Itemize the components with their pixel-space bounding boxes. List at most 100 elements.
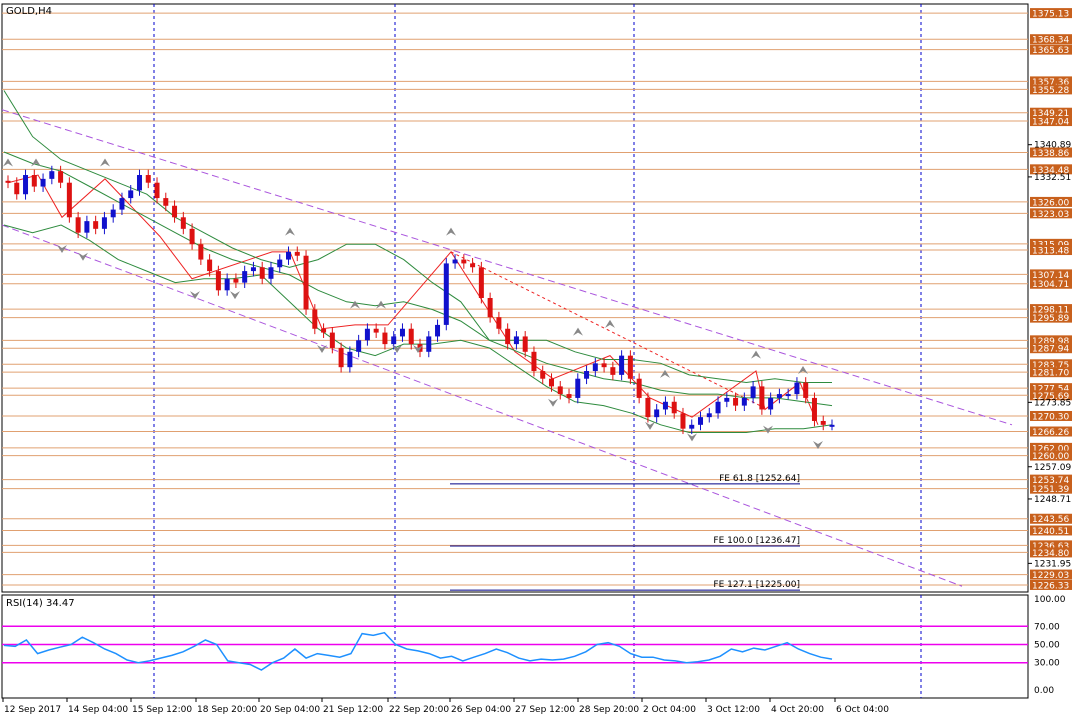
level-label: 1226.33 xyxy=(1032,581,1069,591)
candle-body xyxy=(733,397,739,406)
level-label-bg xyxy=(1030,164,1072,175)
level-label-bg xyxy=(1030,304,1072,315)
time-axis-label: 18 Sep 20:00 xyxy=(197,705,257,715)
candle-body xyxy=(136,175,142,191)
candle-body xyxy=(364,328,370,341)
level-label: 1243.56 xyxy=(1032,515,1069,525)
fractal-up-marker xyxy=(3,158,13,167)
candle-body xyxy=(303,255,309,310)
fractal-down-marker xyxy=(813,441,823,450)
candle-body xyxy=(557,386,563,395)
level-label-bg xyxy=(1030,84,1072,95)
level-label: 1270.30 xyxy=(1032,412,1069,422)
time-axis-label: 14 Sep 04:00 xyxy=(68,705,128,715)
candle-body xyxy=(478,267,484,298)
candle-body xyxy=(487,298,493,318)
time-axis-label: 21 Sep 12:00 xyxy=(323,705,383,715)
candle-body xyxy=(592,363,598,372)
level-label: 1375.13 xyxy=(1032,10,1069,20)
candle-body xyxy=(443,263,449,325)
level-label-bg xyxy=(1030,426,1072,437)
candle-body xyxy=(145,175,151,183)
fractal-up-marker xyxy=(573,327,583,336)
level-label: 1347.04 xyxy=(1032,118,1069,128)
level-label-bg xyxy=(1030,335,1072,346)
candle-body xyxy=(75,217,81,233)
fractal-up-marker xyxy=(100,158,110,167)
level-label-bg xyxy=(1030,343,1072,354)
candle-body xyxy=(680,413,686,429)
candle-body xyxy=(654,409,660,418)
fractal-up-marker xyxy=(350,300,360,309)
level-label: 1298.11 xyxy=(1032,306,1069,316)
candle-body xyxy=(811,397,817,421)
candle-body xyxy=(610,367,616,375)
candle-body xyxy=(224,278,230,291)
level-label-bg xyxy=(1030,450,1072,461)
candle-body xyxy=(461,259,467,264)
level-label-bg xyxy=(1030,34,1072,45)
candle-body xyxy=(31,175,37,187)
level-label-bg xyxy=(1030,107,1072,118)
level-label: 1295.89 xyxy=(1032,314,1069,324)
candle-body xyxy=(724,397,730,402)
level-label: 1253.74 xyxy=(1032,476,1069,486)
candle-body xyxy=(584,371,590,379)
candle-body xyxy=(128,190,134,199)
candle-body xyxy=(347,351,353,368)
level-label-bg xyxy=(1030,383,1072,394)
fractal-down-marker xyxy=(413,344,423,353)
candle-body xyxy=(531,351,537,372)
bollinger-lower-band xyxy=(3,224,833,433)
candle-body xyxy=(803,382,809,398)
fractal-up-marker xyxy=(605,319,615,328)
fractal-down-marker xyxy=(645,421,655,430)
candle-body xyxy=(93,221,99,229)
time-axis-label: 27 Sep 12:00 xyxy=(515,705,575,715)
candle-body xyxy=(601,363,607,368)
candle-body xyxy=(154,182,160,199)
candle-body xyxy=(741,397,747,406)
level-label: 1368.34 xyxy=(1032,36,1069,46)
rsi-tick-label: 30.00 xyxy=(1034,659,1060,669)
time-axis-label: 20 Sep 04:00 xyxy=(260,705,320,715)
candle-body xyxy=(776,394,782,398)
candle-body xyxy=(66,182,72,218)
level-label: 1304.71 xyxy=(1032,280,1069,290)
candle-body xyxy=(435,324,441,337)
time-axis-label: 26 Sep 04:00 xyxy=(451,705,511,715)
candle-body xyxy=(110,209,116,218)
level-label: 1313.48 xyxy=(1032,247,1069,257)
rsi-tick-label: 100.00 xyxy=(1034,595,1066,605)
candle-body xyxy=(40,178,46,187)
candle-body xyxy=(172,205,178,218)
level-label-bg xyxy=(1030,359,1072,370)
chart-symbol-title: GOLD,H4 xyxy=(6,6,52,17)
level-label-bg xyxy=(1030,312,1072,323)
candle-body xyxy=(338,347,344,368)
candle-body xyxy=(522,336,528,352)
candle-body xyxy=(189,228,195,245)
candle-body xyxy=(58,171,64,183)
candle-body xyxy=(689,424,695,429)
fractal-up-marker xyxy=(376,300,386,309)
level-label: 1365.63 xyxy=(1032,46,1069,56)
candle-body xyxy=(452,259,458,264)
time-axis-label: 3 Oct 12:00 xyxy=(707,705,760,715)
fractal-down-marker xyxy=(230,291,240,300)
level-label: 1262.00 xyxy=(1032,444,1069,454)
price-tick-label: 1231.95 xyxy=(1034,559,1071,569)
candle-body xyxy=(662,401,668,410)
candle-body xyxy=(820,420,826,425)
fractal-down-marker xyxy=(78,252,88,261)
candle-body xyxy=(294,251,300,256)
rsi-tick-label: 0.00 xyxy=(1034,686,1054,696)
level-label: 1357.36 xyxy=(1032,78,1069,88)
price-panel-frame xyxy=(1,3,1029,593)
candle-body xyxy=(49,171,55,179)
candle-body xyxy=(207,259,213,272)
rsi-title: RSI(14) 34.47 xyxy=(6,598,75,609)
candle-body xyxy=(84,221,90,233)
fractal-down-marker xyxy=(392,344,402,353)
